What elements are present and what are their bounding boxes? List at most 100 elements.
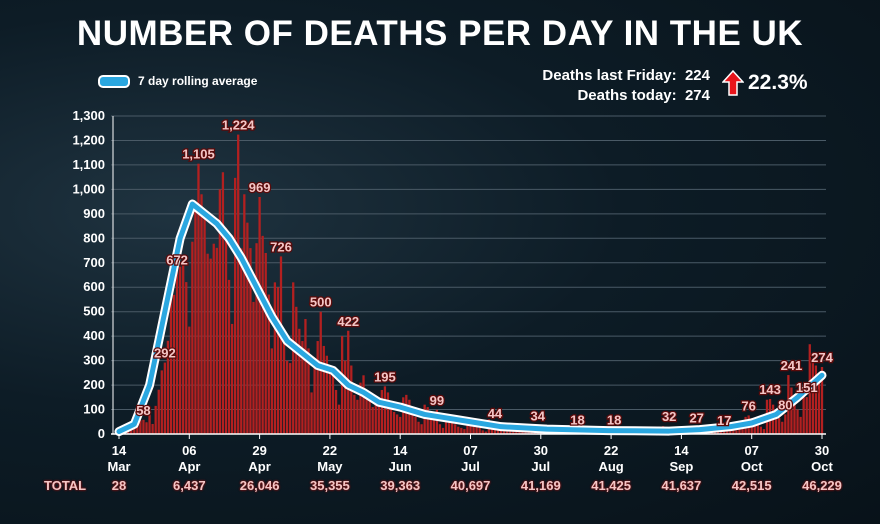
daily-bar [344, 360, 347, 434]
daily-bar [814, 365, 818, 434]
daily-bar [185, 282, 188, 434]
daily-bar [258, 196, 261, 434]
data-label: 58 [136, 403, 150, 418]
data-label: 17 [717, 413, 731, 428]
daily-bar [136, 425, 139, 434]
daily-bar [221, 172, 225, 434]
daily-bar [432, 416, 435, 434]
daily-bar [359, 382, 362, 434]
daily-bar [188, 326, 191, 434]
data-label: 151 [796, 380, 818, 395]
daily-bar [392, 411, 396, 434]
daily-bar [454, 424, 457, 434]
daily-bar [374, 404, 377, 434]
daily-bar [414, 416, 417, 434]
daily-bar [451, 419, 454, 434]
y-tick-label: 200 [83, 377, 105, 392]
daily-bar [820, 366, 824, 434]
daily-bar [157, 389, 160, 434]
total-value: 28 [111, 478, 127, 493]
daily-bar [793, 397, 796, 434]
total-value: 26,046 [239, 478, 280, 493]
daily-bar [273, 282, 277, 434]
daily-bar [350, 365, 353, 434]
daily-bar [319, 311, 322, 434]
daily-bar [169, 296, 173, 434]
daily-bar [447, 416, 451, 434]
daily-bar [249, 248, 252, 434]
daily-bar [484, 431, 487, 434]
y-tick-label: 300 [83, 353, 105, 368]
total-value: 42,515 [731, 478, 772, 493]
x-tick-day: 14 [393, 443, 408, 458]
daily-bar [227, 279, 231, 434]
daily-bar [762, 429, 766, 434]
daily-bar [460, 427, 463, 434]
daily-bar [237, 134, 240, 435]
x-tick-month: May [317, 459, 343, 474]
daily-bar [234, 177, 237, 434]
daily-bar [399, 416, 402, 434]
daily-bar [212, 243, 215, 434]
daily-bar [279, 256, 283, 434]
daily-bar [322, 345, 325, 434]
daily-bar [276, 287, 280, 434]
daily-bar [289, 363, 292, 434]
daily-bar [395, 414, 399, 434]
x-tick-month: Jul [531, 459, 550, 474]
y-tick-label: 1,300 [72, 108, 105, 123]
daily-bar [200, 194, 203, 434]
y-tick-label: 600 [83, 279, 105, 294]
daily-bar [304, 319, 307, 434]
daily-bar [267, 294, 270, 434]
daily-bar [475, 424, 478, 434]
daily-bar [240, 248, 243, 434]
daily-bar [524, 432, 527, 434]
y-tick-label: 900 [83, 206, 105, 221]
y-tick-label: 1,200 [72, 132, 105, 147]
daily-bar [402, 397, 405, 434]
x-tick-day: 22 [323, 443, 337, 458]
x-tick-month: Mar [107, 459, 130, 474]
daily-bar [741, 427, 744, 434]
daily-bar [429, 411, 432, 434]
data-label: 18 [607, 413, 621, 428]
data-label: 500 [310, 295, 332, 310]
daily-bar [224, 227, 228, 434]
daily-bar [781, 421, 784, 434]
total-label: TOTAL [44, 478, 87, 493]
daily-bar [383, 386, 387, 434]
daily-bar [298, 328, 301, 434]
daily-bar [154, 405, 157, 434]
total-value: 39,363 [380, 478, 421, 493]
data-label: 32 [662, 409, 676, 424]
daily-bar [139, 420, 142, 434]
daily-bar [310, 392, 313, 434]
daily-bar [356, 399, 359, 434]
today-value: 274 [684, 87, 710, 104]
data-label: 292 [154, 346, 176, 361]
daily-bar [811, 358, 814, 434]
daily-bar [790, 387, 793, 434]
daily-bar [441, 427, 445, 434]
daily-bar [817, 377, 821, 434]
daily-bar [802, 397, 805, 434]
daily-bar [160, 370, 163, 434]
data-label: 18 [570, 413, 584, 428]
daily-bar [203, 209, 206, 434]
daily-bar [386, 392, 390, 434]
data-label: 1,105 [182, 147, 215, 162]
daily-bar [499, 429, 503, 434]
daily-bar [142, 419, 145, 434]
data-label: 195 [374, 369, 396, 384]
daily-bar [368, 397, 371, 434]
daily-bar [426, 407, 429, 434]
x-tick-day: 07 [744, 443, 758, 458]
daily-bar [775, 411, 778, 434]
daily-bar [799, 416, 802, 434]
daily-bar [209, 258, 212, 434]
daily-bar [389, 407, 393, 434]
data-label: 1,224 [222, 118, 255, 133]
y-tick-label: 0 [98, 426, 105, 441]
